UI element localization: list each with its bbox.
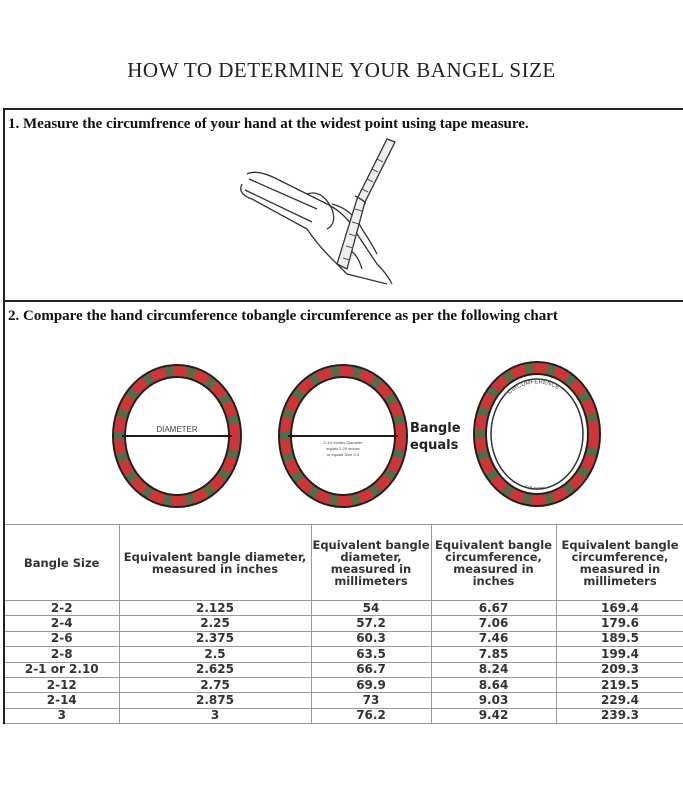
cell-circumference-in: 8.24 bbox=[430, 661, 557, 678]
hand-measuring-illustration bbox=[240, 138, 396, 285]
cell-size: 2-4 bbox=[3, 615, 120, 632]
equals-word: equals bbox=[410, 438, 459, 453]
bangle-size-table: Bangle Size Equivalent bangle diameter, … bbox=[3, 524, 683, 725]
table-row: 3 3 76.2 9.42 239.3 bbox=[3, 707, 683, 725]
cell-circumference-mm: 209.3 bbox=[555, 661, 683, 678]
cell-diameter-in: 2.875 bbox=[118, 692, 312, 709]
bangle-word: Bangle bbox=[410, 421, 461, 436]
header-circumference-mm: Equivalent bangle circumference, measure… bbox=[555, 524, 683, 601]
step2-panel: 2. Compare the hand circumference tobang… bbox=[3, 300, 683, 526]
cell-diameter-mm: 63.5 bbox=[310, 646, 432, 663]
cell-diameter-in: 2.375 bbox=[118, 630, 312, 648]
example-text-line3: or equals Size 2-4 bbox=[327, 452, 360, 457]
page-title: HOW TO DETERMINE YOUR BANGEL SIZE bbox=[127, 58, 556, 82]
cell-size: 2-8 bbox=[3, 646, 120, 663]
cell-circumference-mm: 189.5 bbox=[555, 630, 683, 648]
cell-circumference-in: 9.03 bbox=[430, 692, 557, 709]
circumference-value: 7.06 inches bbox=[524, 484, 545, 491]
table-header-row: Bangle Size Equivalent bangle diameter, … bbox=[3, 524, 683, 601]
cell-circumference-mm: 229.4 bbox=[555, 692, 683, 709]
cell-diameter-in: 3 bbox=[118, 707, 312, 725]
cell-circumference-mm: 179.6 bbox=[555, 615, 683, 632]
cell-diameter-in: 2.125 bbox=[118, 599, 312, 617]
step1-text: 1. Measure the circumfrence of your hand… bbox=[8, 116, 529, 132]
table-row: 2-4 2.25 57.2 7.06 179.6 bbox=[3, 615, 683, 632]
cell-circumference-in: 6.67 bbox=[430, 599, 557, 617]
cell-circumference-mm: 219.5 bbox=[555, 676, 683, 694]
header-diameter-inches: Equivalent bangle diameter, measured in … bbox=[118, 524, 312, 601]
cell-size: 2-2 bbox=[3, 599, 120, 617]
example-text-line1: 2-1/4 inches Diameter bbox=[323, 440, 363, 445]
cell-size: 2-1 or 2.10 bbox=[3, 661, 120, 678]
cell-diameter-mm: 66.7 bbox=[310, 661, 432, 678]
bangle-diameter-diagram: DIAMETER bbox=[112, 364, 242, 508]
example-text-line2: equals 2.25 inches bbox=[326, 446, 359, 451]
cell-diameter-in: 2.625 bbox=[118, 661, 312, 678]
cell-circumference-in: 7.06 bbox=[430, 615, 557, 632]
cell-circumference-in: 7.46 bbox=[430, 630, 557, 648]
cell-size: 2-14 bbox=[3, 692, 120, 709]
cell-diameter-mm: 73 bbox=[310, 692, 432, 709]
cell-circumference-mm: 239.3 bbox=[555, 707, 683, 725]
bangle-circumference-diagram: CIRCUMFERENCE 7.06 inches bbox=[473, 361, 601, 507]
cell-circumference-mm: 199.4 bbox=[555, 646, 683, 663]
table-row: 2-8 2.5 63.5 7.85 199.4 bbox=[3, 646, 683, 663]
cell-diameter-in: 2.5 bbox=[118, 646, 312, 663]
cell-diameter-mm: 60.3 bbox=[310, 630, 432, 648]
cell-diameter-mm: 54 bbox=[310, 599, 432, 617]
step2-text: 2. Compare the hand circumference tobang… bbox=[8, 308, 558, 324]
table-row: 2-1 or 2.10 2.625 66.7 8.24 209.3 bbox=[3, 661, 683, 678]
cell-circumference-in: 9.42 bbox=[430, 707, 557, 725]
cell-diameter-mm: 57.2 bbox=[310, 615, 432, 632]
bangle-example-diagram: 2-1/4 inches Diameter equals 2.25 inches… bbox=[278, 364, 408, 508]
header-bangle-size: Bangle Size bbox=[3, 524, 120, 601]
cell-size: 2-6 bbox=[3, 630, 120, 648]
cell-diameter-in: 2.25 bbox=[118, 615, 312, 632]
cell-circumference-in: 7.85 bbox=[430, 646, 557, 663]
table-row: 2-14 2.875 73 9.03 229.4 bbox=[3, 692, 683, 709]
cell-size: 2-12 bbox=[3, 676, 120, 694]
table-row: 2-6 2.375 60.3 7.46 189.5 bbox=[3, 630, 683, 648]
cell-circumference-mm: 169.4 bbox=[555, 599, 683, 617]
table-row: 2-12 2.75 69.9 8.64 219.5 bbox=[3, 676, 683, 694]
cell-circumference-in: 8.64 bbox=[430, 676, 557, 694]
header-diameter-mm: Equivalent bangle diameter, measured in … bbox=[310, 524, 432, 601]
cell-diameter-mm: 69.9 bbox=[310, 676, 432, 694]
step1-panel: 1. Measure the circumfrence of your hand… bbox=[3, 108, 683, 302]
cell-size: 3 bbox=[3, 707, 120, 725]
bangle-equals-label: Bangle equals bbox=[410, 420, 461, 454]
header-circumference-inches: Equivalent bangle circumference, measure… bbox=[430, 524, 557, 601]
cell-diameter-mm: 76.2 bbox=[310, 707, 432, 725]
cell-diameter-in: 2.75 bbox=[118, 676, 312, 694]
diameter-label: DIAMETER bbox=[156, 425, 198, 434]
table-row: 2-2 2.125 54 6.67 169.4 bbox=[3, 599, 683, 617]
